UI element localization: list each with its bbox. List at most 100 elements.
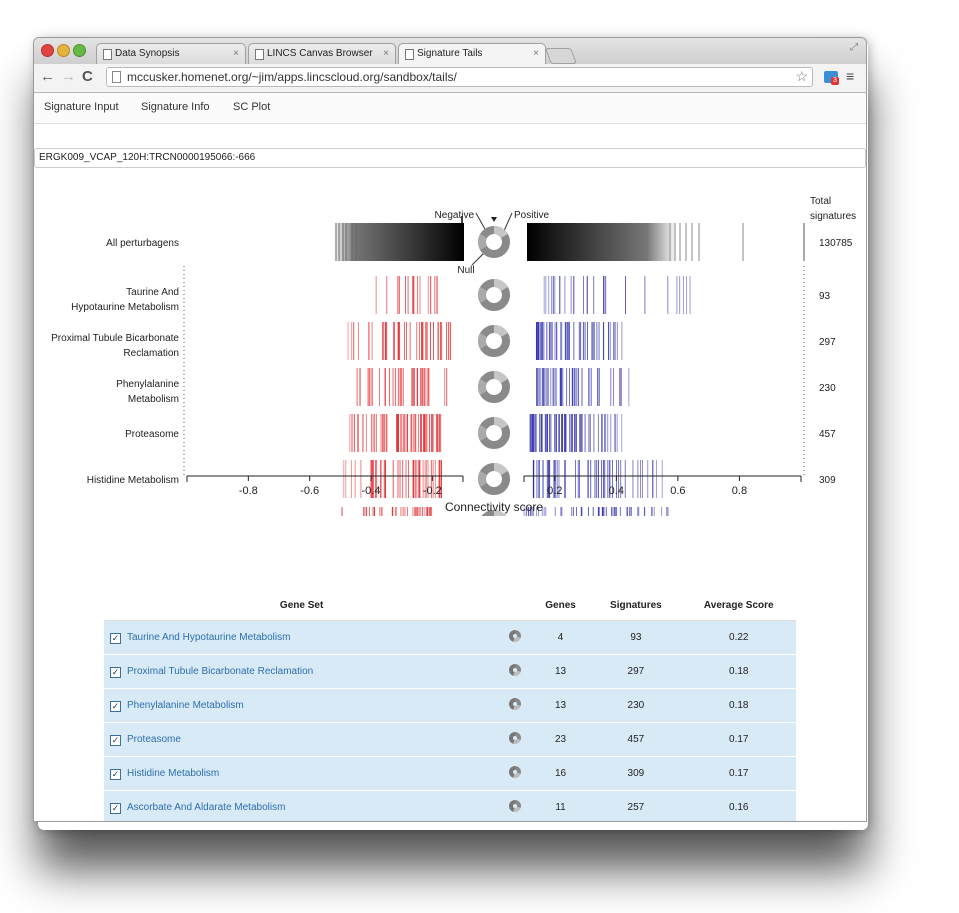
tab-data-synopsis[interactable]: Data Synopsis × <box>96 43 246 64</box>
browser-toolbar: ← → C mccusker.homenet.org/~jim/apps.lin… <box>34 64 866 93</box>
donut-segment-3 <box>478 379 488 395</box>
tick-label: 0.2 <box>547 485 562 497</box>
donut-segment-0 <box>478 234 488 250</box>
donut-segment-6 <box>493 509 507 516</box>
table-row[interactable]: ✓ Phenylalanine Metabolism 13 230 0.18 <box>104 688 796 723</box>
close-window-icon[interactable] <box>41 44 54 57</box>
tab-signature-tails[interactable]: Signature Tails × <box>398 43 546 64</box>
new-tab-button[interactable] <box>545 48 577 64</box>
forward-arrow-icon[interactable]: → <box>61 68 76 85</box>
genes-cell: 4 <box>530 620 591 655</box>
table-row[interactable]: ✓ Proteasome 23 457 0.17 <box>104 722 796 757</box>
checkbox[interactable]: ✓ <box>110 632 121 644</box>
table-row[interactable]: ✓ Histidine Metabolism 16 309 0.17 <box>104 756 796 791</box>
avg-score-cell: 0.18 <box>681 654 796 689</box>
donut-segment-5 <box>478 471 488 487</box>
table-row[interactable]: ✓ Taurine And Hypotaurine Metabolism 4 93… <box>104 620 796 655</box>
signatures-cell: 93 <box>590 620 682 655</box>
gene-set-link[interactable]: Histidine Metabolism <box>127 767 220 779</box>
row-total-1: 93 <box>819 291 831 302</box>
negative-leader-line <box>475 212 487 232</box>
tab-label: Signature Tails <box>417 48 483 59</box>
donut-segment-4 <box>493 416 508 430</box>
tick-label: 0.4 <box>609 485 624 497</box>
donut-segment-4 <box>478 425 488 441</box>
reload-icon[interactable]: C <box>82 68 93 85</box>
browser-window: Data Synopsis × LINCS Canvas Browser × S… <box>33 37 867 822</box>
genes-cell: 11 <box>530 790 591 821</box>
donut-segment-5 <box>493 462 508 476</box>
nav-signature-input[interactable]: Signature Input <box>44 101 119 113</box>
tab-close-icon[interactable]: × <box>233 48 239 59</box>
gene-set-link[interactable]: Proteasome <box>127 733 181 745</box>
avg-score-cell: 0.17 <box>681 756 796 791</box>
gene-set-link[interactable]: Proximal Tubule Bicarbonate Reclamation <box>127 665 314 677</box>
row-label-line: Proximal Tubule Bicarbonate <box>51 333 179 344</box>
bookmark-star-icon[interactable]: ☆ <box>795 68 808 84</box>
gene-set-table-container: Gene Set Genes Signatures Average Score … <box>104 590 796 821</box>
ring-icon <box>509 800 522 812</box>
nav-sc-plot[interactable]: SC Plot <box>233 101 271 113</box>
tab-close-icon[interactable]: × <box>533 48 539 59</box>
genes-cell: 16 <box>530 756 591 791</box>
header-line: signatures <box>810 211 856 222</box>
donut-segment-3 <box>493 370 508 384</box>
tab-label: LINCS Canvas Browser <box>267 48 373 59</box>
tab-bar: Data Synopsis × LINCS Canvas Browser × S… <box>34 38 866 65</box>
zoom-window-icon[interactable] <box>73 44 86 57</box>
checkbox[interactable]: ✓ <box>110 802 121 814</box>
row-total-0: 130785 <box>819 238 853 249</box>
row-label-4: Proteasome <box>125 429 179 440</box>
row-total-4: 457 <box>819 429 836 440</box>
minimize-window-icon[interactable] <box>57 44 70 57</box>
row-label-line: Metabolism <box>128 394 179 405</box>
page-icon <box>112 71 121 83</box>
url-text: mccusker.homenet.org/~jim/apps.lincsclou… <box>127 70 457 84</box>
table-row[interactable]: ✓ Ascorbate And Aldarate Metabolism 11 25… <box>104 790 796 821</box>
signature-id-field[interactable]: ERGK009_VCAP_120H:TRCN0000195066:-666 <box>34 148 866 168</box>
nav-signature-info[interactable]: Signature Info <box>141 101 210 113</box>
row-label-0: All perturbagens <box>106 238 179 249</box>
genes-cell: 13 <box>530 654 591 689</box>
col-gene-set[interactable]: Gene Set <box>104 590 500 621</box>
all-perturbagens-negative-bar <box>334 223 464 261</box>
fullscreen-icon[interactable]: ⤢ <box>850 42 858 53</box>
avg-score-cell: 0.16 <box>681 790 796 821</box>
row-label-line: Reclamation <box>123 348 179 359</box>
checkbox[interactable]: ✓ <box>110 700 121 712</box>
ring-icon <box>509 630 522 642</box>
tab-close-icon[interactable]: × <box>383 48 389 59</box>
row-label-3: Phenylalanine Metabolism <box>116 379 179 405</box>
genes-cell: 23 <box>530 722 591 757</box>
row-label-line: Phenylalanine <box>116 379 179 390</box>
signatures-cell: 309 <box>590 756 682 791</box>
col-average-score[interactable]: Average Score <box>681 590 796 621</box>
checkbox[interactable]: ✓ <box>110 734 121 746</box>
tick-label: 0.8 <box>732 485 747 497</box>
checkbox[interactable]: ✓ <box>110 666 121 678</box>
signatures-cell: 230 <box>590 688 682 723</box>
gene-set-link[interactable]: Ascorbate And Aldarate Metabolism <box>127 801 286 813</box>
col-genes[interactable]: Genes <box>530 590 591 621</box>
address-bar[interactable]: mccusker.homenet.org/~jim/apps.lincsclou… <box>106 67 813 87</box>
all-perturbagens-positive-bar <box>527 223 677 261</box>
signatures-cell: 457 <box>590 722 682 757</box>
positive-leader-line <box>503 212 513 232</box>
ring-label-negative: Negative <box>435 210 475 221</box>
extension-icon[interactable]: 3 <box>824 71 839 85</box>
null-leader-line <box>471 252 485 266</box>
checkbox[interactable]: ✓ <box>110 768 121 780</box>
row-label-2: Proximal Tubule Bicarbonate Reclamation <box>51 333 179 359</box>
back-arrow-icon[interactable]: ← <box>40 68 55 85</box>
signatures-cell: 257 <box>590 790 682 821</box>
table-header-row: Gene Set Genes Signatures Average Score <box>104 590 796 621</box>
gene-set-link[interactable]: Phenylalanine Metabolism <box>127 699 244 711</box>
donut-segment-2 <box>493 324 508 338</box>
menu-icon[interactable]: ≡ <box>846 68 855 84</box>
tab-lincs-canvas-browser[interactable]: LINCS Canvas Browser × <box>248 43 396 64</box>
tick-label: 0.6 <box>670 485 685 497</box>
table-row[interactable]: ✓ Proximal Tubule Bicarbonate Reclamation… <box>104 654 796 689</box>
gene-set-link[interactable]: Taurine And Hypotaurine Metabolism <box>127 631 291 643</box>
row-label-line: Hypotaurine Metabolism <box>71 302 179 313</box>
col-signatures[interactable]: Signatures <box>590 590 682 621</box>
